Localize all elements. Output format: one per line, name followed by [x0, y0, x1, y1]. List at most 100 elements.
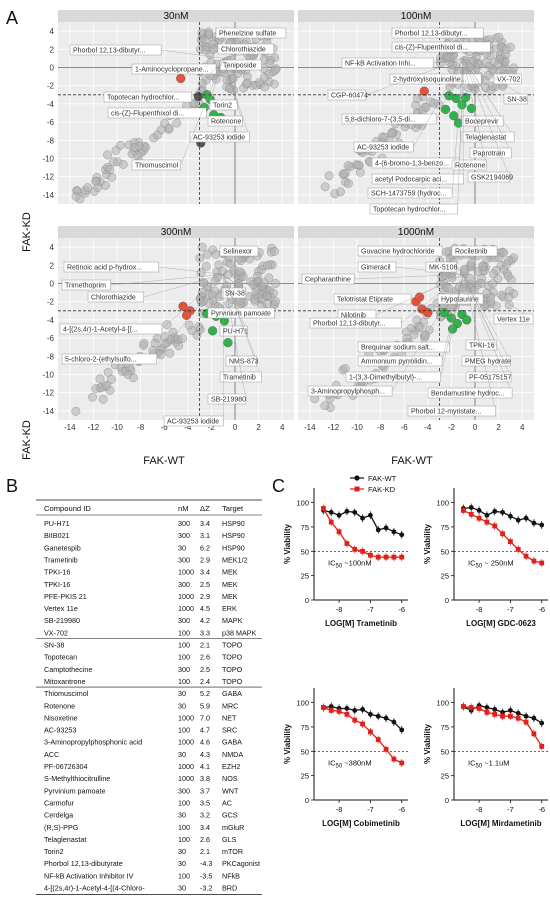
- table-cell: 3.7: [200, 786, 210, 795]
- data-point-gray: [83, 183, 93, 193]
- compound-label-box: [437, 293, 484, 305]
- dr-x-tick-label: -8: [476, 805, 483, 814]
- data-point-gray: [343, 179, 353, 188]
- table-cell: 30: [178, 543, 186, 552]
- data-point-gray: [269, 79, 279, 89]
- dr-point-kd: [492, 523, 498, 529]
- label-leader: [156, 274, 224, 360]
- table-cell: 4.1: [200, 762, 210, 771]
- compound-label: MK-5108: [429, 265, 458, 272]
- y-tick-label: 2: [50, 45, 55, 54]
- table-cell: Camptothecine: [44, 665, 92, 674]
- table-cell: (R,S)-PPG: [44, 823, 79, 832]
- compound-label: PF-05175157: [469, 375, 512, 382]
- compound-label: Trametinib: [223, 375, 256, 382]
- compound-label: Brequinar sodium salt...: [361, 345, 435, 352]
- compound-label: PU-H71: [223, 329, 248, 336]
- table-cell: PF-06726304: [44, 762, 88, 771]
- dr-point-wt: [484, 705, 490, 710]
- compound-label-box: [207, 307, 275, 319]
- dr-y-tick-label: 0: [305, 796, 309, 805]
- dr-y-tick-label: 50: [301, 747, 309, 756]
- compound-label: Gimeracil: [361, 265, 391, 272]
- dr-y-tick-label: 100: [296, 499, 309, 508]
- label-leader: [456, 266, 464, 275]
- compound-label-box: [333, 293, 412, 305]
- label-leader: [375, 274, 464, 316]
- label-leader: [223, 274, 275, 314]
- data-point-gray: [501, 44, 511, 54]
- compound-label-box: [371, 173, 464, 185]
- x-tick-label: 0: [233, 423, 238, 432]
- data-point-gray: [476, 278, 486, 288]
- table-cell: 300: [178, 665, 190, 674]
- dr-point-kd: [399, 760, 405, 766]
- dr-point-wt: [328, 509, 334, 515]
- table-cell: 1000: [178, 774, 194, 783]
- data-point-gray: [340, 364, 350, 373]
- x-tick-label: -12: [88, 423, 100, 432]
- table-cell: PFE-PKIS 21: [44, 592, 87, 601]
- compound-label-box: [493, 313, 534, 325]
- table-cell: GABA: [222, 689, 242, 698]
- data-point-gray: [207, 290, 217, 300]
- dr-point-kd: [468, 705, 474, 710]
- table-cell: 100: [178, 726, 190, 735]
- compound-label: Rotenone: [455, 163, 485, 170]
- compound-label-box: [345, 371, 441, 383]
- data-point-gray: [509, 63, 519, 73]
- table-cell: SRC: [222, 726, 237, 735]
- data-point-gray: [343, 161, 353, 171]
- dr-y-tick-label: 25: [441, 772, 449, 781]
- compound-label-box: [357, 355, 443, 367]
- dr-point-kd: [391, 756, 397, 762]
- table-cell: Mitoxantrone: [44, 677, 86, 686]
- legend-marker-kd: [354, 486, 360, 492]
- compound-label-box: [131, 63, 217, 75]
- data-point-gray: [338, 169, 348, 179]
- data-point-gray: [98, 394, 108, 404]
- table-cell: 30: [178, 750, 186, 759]
- table-cell: Telaglenastat: [44, 835, 86, 844]
- data-point-green: [462, 315, 472, 325]
- table-cell: 2.1: [200, 847, 210, 856]
- dr-x-tick-label: -8: [476, 605, 483, 614]
- dr-point-kd: [321, 506, 326, 511]
- compound-label-box: [61, 279, 111, 291]
- compound-label-box: [61, 353, 157, 365]
- dr-x-tick-label: -7: [367, 805, 374, 814]
- ic50-sub: 50: [336, 763, 343, 769]
- dr-ic50-label: IC50 ~1.1uM: [468, 758, 510, 769]
- label-leader: [161, 49, 224, 59]
- x-tick-label: 0: [473, 423, 478, 432]
- data-point-gray: [199, 278, 209, 288]
- data-point-green: [451, 93, 461, 104]
- ic50-rest: ~1.1uM: [482, 758, 509, 767]
- data-point-red: [182, 310, 192, 320]
- data-point-gray: [203, 249, 212, 259]
- compound-table: Compound ID nM ΔZ Target PU-H71 300 3.4 HSP90 BI…: [36, 499, 262, 896]
- table-cell: NMDA: [222, 750, 243, 759]
- table-cell: 30: [178, 847, 186, 856]
- compound-label: SCH-1473759 (hydroc...: [371, 191, 447, 198]
- dr-point-kd: [368, 729, 373, 735]
- dr-point-wt: [391, 529, 397, 535]
- table-cell: 4.5: [200, 604, 210, 613]
- data-point-gray: [224, 299, 234, 308]
- compound-label: Chlorothiazide: [91, 295, 136, 302]
- label-leader: [441, 274, 464, 362]
- dr-point-kd: [368, 552, 373, 558]
- compound-label: Thiomuscimol: [135, 163, 179, 170]
- table-cell: 100: [178, 628, 190, 637]
- data-point-gray: [262, 299, 272, 309]
- data-point-gray: [88, 392, 97, 402]
- table-cell: 2.9: [200, 592, 210, 601]
- data-point-gray: [504, 256, 513, 265]
- data-point-gray: [71, 406, 81, 416]
- label-leader: [413, 58, 464, 148]
- label-leader: [463, 58, 528, 100]
- dr-point-kd: [383, 746, 389, 752]
- table-header-1: nM: [178, 504, 189, 513]
- dr-x-tick-label: -7: [507, 805, 514, 814]
- compound-label: 1-(3,3-Dimethylbutyl)-...: [349, 375, 422, 382]
